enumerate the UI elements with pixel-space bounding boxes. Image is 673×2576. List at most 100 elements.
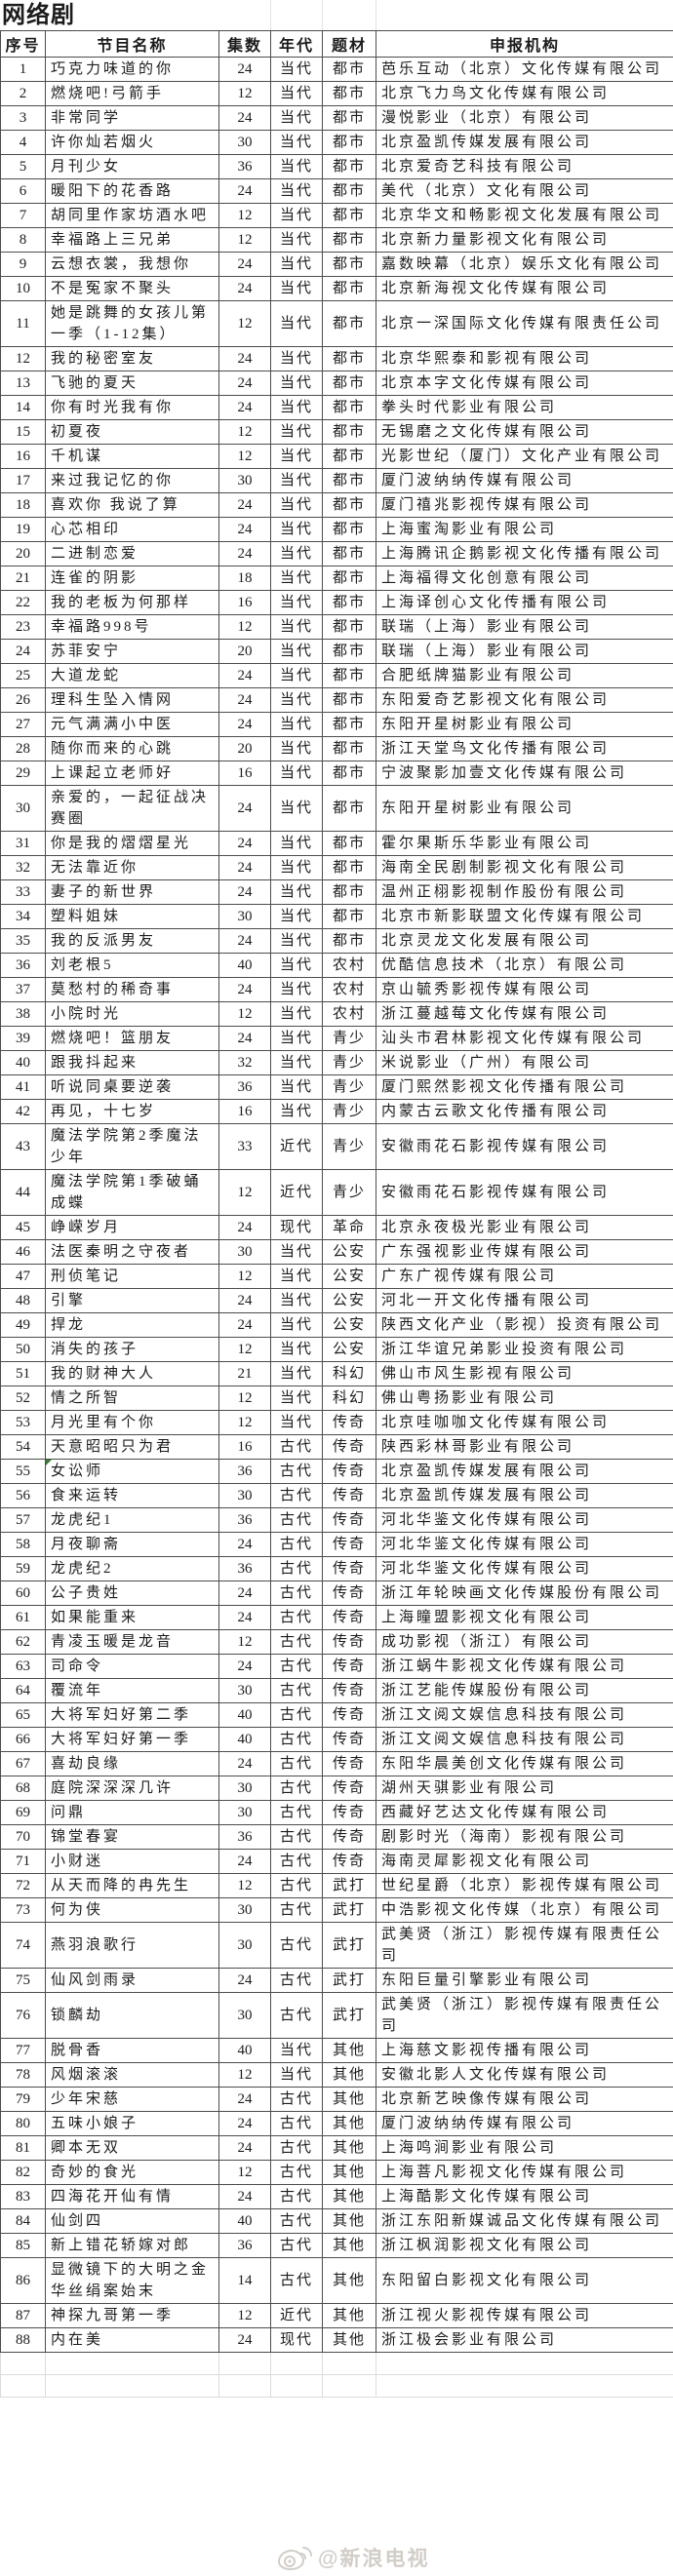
- cell-name: 飞驰的夏天: [45, 371, 219, 396]
- cell-org: 东阳爱奇艺影视文化有限公司: [376, 687, 673, 713]
- cell-org: 合肥纸牌猫影业有限公司: [376, 663, 673, 688]
- cell-episodes: 12: [218, 1337, 271, 1362]
- cell-era: 当代: [270, 1361, 323, 1386]
- cell-episodes: 24: [218, 346, 271, 371]
- cell-genre: 农村: [322, 953, 376, 978]
- cell-name: 幸福路998号: [45, 614, 219, 640]
- table-row: 75 仙风剑雨录 24 古代 武打 东阳巨量引擎影业有限公司: [0, 1968, 673, 1993]
- cell-name: 四海花开仙有情: [45, 2184, 219, 2209]
- cell-genre: 科幻: [322, 1361, 376, 1386]
- cell-name: 喜欢你 我说了算: [45, 492, 219, 518]
- cell-name: 月光里有个你: [45, 1410, 219, 1435]
- cell-name: 大将军妇好第一季: [45, 1727, 219, 1752]
- cell-org: 北京华熙泰和影视有限公司: [376, 346, 673, 371]
- cell-era: 当代: [270, 590, 323, 615]
- table-row: 47 刑侦笔记 12 当代 公安 广东广视传媒有限公司: [0, 1264, 673, 1289]
- cell-org: 浙江东阳新媒诚品文化传媒有限公司: [376, 2208, 673, 2234]
- cell-name: 风烟滚滚: [45, 2062, 219, 2088]
- cell-name: 魔法学院第2季魔法少年: [45, 1123, 219, 1170]
- cell-name: 峥嵘岁月: [45, 1215, 219, 1240]
- cell-era: 当代: [270, 1001, 323, 1027]
- cell-no: 47: [0, 1264, 46, 1289]
- cell-no: 27: [0, 712, 46, 737]
- cell-no: 44: [0, 1169, 46, 1216]
- cell-era: 古代: [270, 1922, 323, 1969]
- table-row: 10 不是冤家不聚头 24 当代 都市 北京新海视文化传媒有限公司: [0, 276, 673, 301]
- cell-era: 现代: [270, 1215, 323, 1240]
- cell-name: 云想衣裳，我想你: [45, 252, 219, 277]
- cell-genre: 革命: [322, 1215, 376, 1240]
- cell-org: 剧影时光（海南）影视有限公司: [376, 1824, 673, 1850]
- cell-name: 我的财神大人: [45, 1361, 219, 1386]
- cell-no: 46: [0, 1239, 46, 1265]
- cell-era: 古代: [270, 2160, 323, 2185]
- cell-genre: 武打: [322, 1873, 376, 1898]
- cell-name: 法医秦明之守夜者: [45, 1239, 219, 1265]
- cell-genre: 传奇: [322, 1556, 376, 1581]
- cell-name: 我的反派男友: [45, 928, 219, 954]
- cell-era: 古代: [270, 1556, 323, 1581]
- cell-genre: 其他: [322, 2303, 376, 2328]
- cell-org: 霍尔果斯乐华影业有限公司: [376, 831, 673, 856]
- cell-no: 36: [0, 953, 46, 978]
- cell-episodes: 24: [218, 712, 271, 737]
- cell-era: 古代: [270, 1532, 323, 1557]
- cell-no: 5: [0, 154, 46, 179]
- cell-genre: 传奇: [322, 1849, 376, 1874]
- cell-genre: 传奇: [322, 1824, 376, 1850]
- cell-no: 3: [0, 105, 46, 131]
- cell-no: 7: [0, 203, 46, 228]
- cell-org: 陕西彩林哥影业有限公司: [376, 1434, 673, 1460]
- cell-era: 当代: [270, 904, 323, 929]
- cell-no: 55: [0, 1459, 46, 1484]
- cell-genre: 其他: [322, 2087, 376, 2112]
- table-row: 30 亲爱的，一起征战决赛圈 24 当代 都市 东阳开星树影业有限公司: [0, 785, 673, 832]
- title-band: 网络剧: [0, 0, 673, 30]
- cell-episodes: 12: [218, 1629, 271, 1655]
- cell-episodes: 24: [218, 541, 271, 566]
- cell-genre: 都市: [322, 468, 376, 493]
- cell-name: 听说同桌要逆袭: [45, 1074, 219, 1100]
- cell-name: 食来运转: [45, 1483, 219, 1508]
- cell-era: 当代: [270, 879, 323, 905]
- cell-name: 喜劫良缘: [45, 1751, 219, 1776]
- cell-episodes: 16: [218, 761, 271, 786]
- cell-era: 当代: [270, 1099, 323, 1124]
- cell-episodes: 30: [218, 1678, 271, 1703]
- cell-genre: 其他: [322, 2135, 376, 2161]
- cell-episodes: 12: [218, 2160, 271, 2185]
- cell-era: 当代: [270, 395, 323, 420]
- cell-era: 当代: [270, 831, 323, 856]
- table-row: 8 幸福路上三兄弟 12 当代 都市 北京新力量影视文化有限公司: [0, 227, 673, 253]
- cell-genre: 其他: [322, 2160, 376, 2185]
- cell-org: 上海慈文影视传播有限公司: [376, 2038, 673, 2063]
- cell-genre: 都市: [322, 928, 376, 954]
- table-row: 79 少年宋慈 24 古代 其他 北京新艺映像传媒有限公司: [0, 2087, 673, 2112]
- cell-episodes: 21: [218, 1361, 271, 1386]
- cell-name: 天意昭昭只为君: [45, 1434, 219, 1460]
- cell-genre: 都市: [322, 346, 376, 371]
- cell-org: 北京新海视文化传媒有限公司: [376, 276, 673, 301]
- cell-no: 79: [0, 2087, 46, 2112]
- cell-name: 妻子的新世界: [45, 879, 219, 905]
- table-row: 9 云想衣裳，我想你 24 当代 都市 嘉数映幕（北京）娱乐文化有限公司: [0, 252, 673, 277]
- cell-episodes: 24: [218, 492, 271, 518]
- cell-era: 古代: [270, 1483, 323, 1508]
- cell-org: 嘉数映幕（北京）娱乐文化有限公司: [376, 252, 673, 277]
- cell-episodes: 40: [218, 953, 271, 978]
- cell-episodes: 30: [218, 904, 271, 929]
- cell-org: 海南全民剧制影视文化有限公司: [376, 855, 673, 880]
- cell-org: 上海译创心文化传播有限公司: [376, 590, 673, 615]
- cell-genre: 都市: [322, 541, 376, 566]
- cell-name: 我的秘密室友: [45, 346, 219, 371]
- cell-name: 莫愁村的稀奇事: [45, 977, 219, 1002]
- cell-no: 17: [0, 468, 46, 493]
- cell-org: 海南灵犀影视文化有限公司: [376, 1849, 673, 1874]
- cell-genre: 都市: [322, 736, 376, 761]
- cell-org: 北京飞力鸟文化传媒有限公司: [376, 81, 673, 106]
- cell-episodes: 30: [218, 1776, 271, 1801]
- cell-genre: 都市: [322, 178, 376, 204]
- cell-episodes: 30: [218, 1800, 271, 1825]
- cell-name: 幸福路上三兄弟: [45, 227, 219, 253]
- cell-name: 大道龙蛇: [45, 663, 219, 688]
